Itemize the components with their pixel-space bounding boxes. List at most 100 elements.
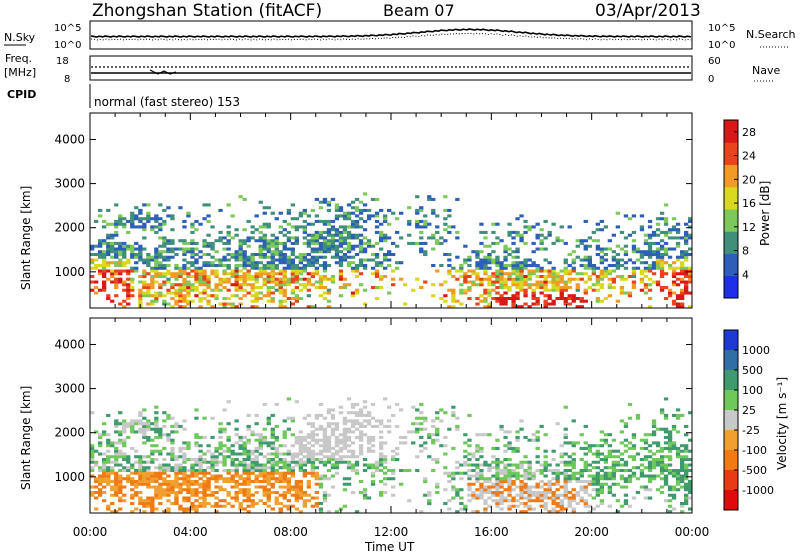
heatmap-cell: [290, 474, 296, 478]
heatmap-cell: [391, 211, 396, 215]
heatmap-cell: [298, 460, 304, 464]
heatmap-cell: [379, 444, 384, 448]
heatmap-cell: [671, 444, 677, 448]
heatmap-cell: [326, 288, 332, 292]
nave-dip: [149, 69, 177, 75]
heatmap-cell: [391, 277, 396, 281]
heatmap-cell: [563, 496, 568, 500]
heatmap-cell: [270, 463, 275, 467]
heatmap-cell: [599, 261, 605, 265]
heatmap-cell: [142, 294, 147, 298]
heatmap-cell: [262, 255, 267, 259]
heatmap-cell: [607, 471, 613, 475]
colorbar-tick-label: -500: [742, 464, 767, 477]
heatmap-cell: [358, 438, 364, 442]
heatmap-cell: [684, 455, 689, 459]
heatmap-cell: [270, 275, 275, 279]
heatmap-cell: [491, 283, 496, 287]
heatmap-cell: [170, 275, 175, 279]
heatmap-cell: [326, 203, 332, 207]
heatmap-cell: [122, 269, 127, 273]
heatmap-cell: [383, 214, 388, 218]
heatmap-cell: [186, 250, 191, 254]
heatmap-cell: [106, 504, 111, 508]
heatmap-cell: [643, 275, 649, 279]
heatmap-cell: [186, 444, 191, 448]
heatmap-cell: [684, 493, 689, 497]
heatmap-cell: [106, 469, 111, 473]
heatmap-cell: [379, 491, 384, 495]
heatmap-cell: [122, 441, 127, 445]
heatmap-cell: [218, 488, 223, 492]
heatmap-cell: [639, 228, 645, 232]
heatmap-cell: [595, 452, 601, 456]
heatmap-cell: [567, 280, 572, 284]
heatmap-cell: [234, 272, 239, 276]
heatmap-cell: [342, 455, 348, 459]
heatmap-cell: [684, 250, 689, 254]
heatmap-cell: [543, 294, 548, 298]
heatmap-cell: [688, 269, 693, 273]
heatmap-cell: [122, 444, 127, 448]
heatmap-cell: [282, 493, 287, 497]
heatmap-cell: [286, 239, 292, 243]
heatmap-cell: [250, 449, 255, 453]
heatmap-cell: [330, 452, 336, 456]
heatmap-cell: [150, 504, 155, 508]
heatmap-cell: [142, 441, 147, 445]
heatmap-cell: [286, 463, 292, 467]
heatmap-cell: [583, 247, 588, 251]
heatmap-cell: [599, 485, 605, 489]
heatmap-cell: [370, 266, 376, 270]
heatmap-cell: [106, 244, 111, 248]
heatmap-cell: [631, 261, 637, 265]
heatmap-cell: [684, 241, 689, 245]
heatmap-cell: [242, 446, 247, 450]
heatmap-cell: [607, 491, 613, 495]
heatmap-cell: [483, 277, 488, 281]
heatmap-cell: [278, 502, 283, 506]
heatmap-cell: [310, 236, 316, 240]
heatmap-cell: [651, 463, 657, 467]
heatmap-cell: [262, 236, 267, 240]
heatmap-cell: [182, 253, 187, 257]
heatmap-cell: [186, 266, 191, 270]
heatmap-cell: [475, 264, 480, 268]
heatmap-cell: [342, 253, 348, 257]
heatmap-cell: [238, 264, 243, 268]
heatmap-cell: [226, 446, 231, 450]
heatmap-cell: [158, 435, 163, 439]
heatmap-cell: [202, 261, 207, 265]
heatmap-cell: [198, 444, 203, 448]
heatmap-cell: [214, 504, 219, 508]
heatmap-cell: [118, 441, 123, 445]
heatmap-cell: [639, 214, 645, 218]
heatmap-cell: [563, 493, 568, 497]
heatmap-cell: [571, 250, 576, 254]
heatmap-cell: [258, 250, 263, 254]
heatmap-cell: [411, 422, 416, 426]
heatmap-cell: [379, 493, 384, 497]
heatmap-cell: [110, 244, 115, 248]
heatmap-cell: [174, 302, 179, 306]
heatmap-cell: [587, 275, 593, 279]
heatmap-cell: [459, 502, 464, 506]
heatmap-cell: [282, 477, 287, 481]
heatmap-cell: [535, 482, 540, 486]
heatmap-cell: [202, 283, 207, 287]
heatmap-cell: [503, 272, 508, 276]
heatmap-cell: [366, 413, 372, 417]
heatmap-cell: [138, 244, 143, 248]
heatmap-cell: [451, 496, 456, 500]
heatmap-cell: [182, 477, 187, 481]
heatmap-cell: [246, 455, 251, 459]
heatmap-cell: [258, 225, 263, 229]
heatmap-cell: [523, 241, 528, 245]
heatmap-cell: [242, 444, 247, 448]
heatmap-cell: [186, 261, 191, 265]
heatmap-cell: [563, 288, 568, 292]
heatmap-cell: [370, 424, 376, 428]
heatmap-cell: [218, 283, 223, 287]
heatmap-cell: [154, 480, 159, 484]
